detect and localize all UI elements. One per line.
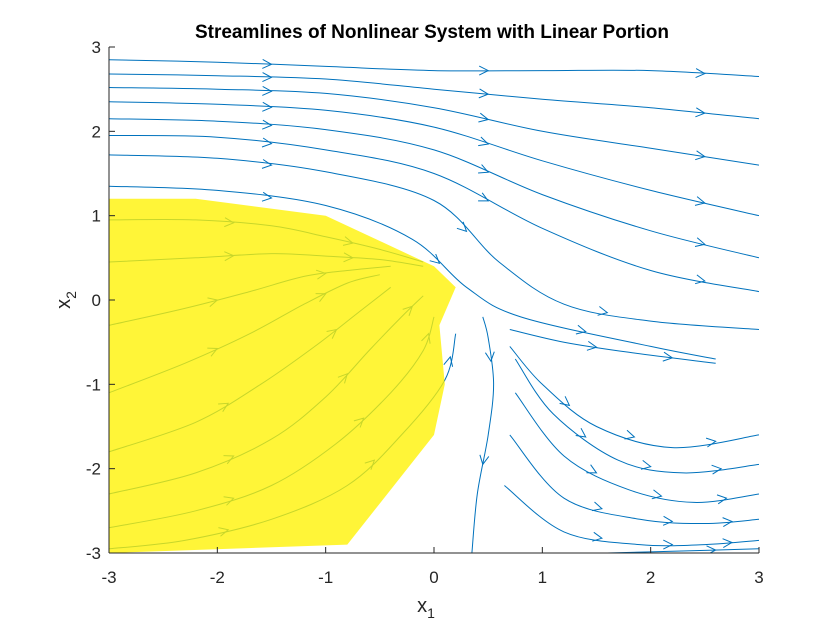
streamline-arrow [478, 164, 490, 174]
x-tick-label: 2 [646, 568, 655, 587]
streamline-arrow [478, 65, 490, 76]
streamline-arrow [575, 427, 587, 438]
streamline [509, 346, 759, 449]
streamline-arrow [262, 101, 273, 112]
streamline-arrow [586, 464, 598, 474]
y-ticks: -3 -2 -1 0 1 2 3 [86, 38, 115, 563]
streamline-arrow [695, 68, 706, 79]
axes: -3 -2 -1 0 1 2 3 -3 -2 -1 0 1 2 3 [86, 38, 764, 587]
streamline-arrow [262, 58, 273, 69]
streamline-arrow [716, 494, 728, 505]
y-tick-label: 0 [92, 291, 101, 310]
chart-title: Streamlines of Nonlinear System with Lin… [195, 22, 669, 43]
y-tick-label: -1 [86, 375, 101, 394]
streamline-arrow [711, 464, 723, 475]
streamline-arrow [478, 112, 490, 123]
streamline [504, 485, 759, 547]
streamline-arrow [261, 191, 273, 202]
streamline-arrow [722, 538, 734, 549]
streamline [509, 434, 759, 525]
streamline-arrow [706, 545, 717, 553]
streamline-arrow [429, 253, 441, 265]
streamline-arrow [597, 306, 609, 316]
streamline-arrow [705, 437, 717, 448]
streamline-arrow [694, 237, 706, 247]
streamline-arrow [262, 72, 273, 83]
streamline [109, 135, 759, 293]
streamline-arrow [663, 539, 674, 550]
x-tick-label: -2 [210, 568, 225, 587]
streamline-arrow [624, 429, 636, 440]
streamline-arrow [261, 159, 273, 169]
y-tick-label: 1 [92, 207, 101, 226]
streamline [109, 185, 716, 360]
plot-area [109, 58, 759, 553]
x-tick-label: 1 [538, 568, 547, 587]
y-tick-label: 3 [92, 38, 101, 57]
streamline-arrow [695, 107, 706, 118]
x-tick-label: -3 [101, 568, 116, 587]
x-tick-label: 0 [429, 568, 438, 587]
streamline-arrow [651, 489, 663, 500]
streamline-arrow [262, 119, 273, 130]
streamline-arrow [694, 196, 706, 206]
streamline-arrow [559, 396, 571, 407]
streamline [471, 316, 495, 553]
y-tick-label: -3 [86, 544, 101, 563]
x-tick-label: 3 [754, 568, 763, 587]
streamline-arrow [695, 150, 706, 161]
streamline-arrow [456, 221, 468, 233]
streamline [509, 329, 716, 364]
x-axis-label-sub: 1 [427, 605, 435, 621]
streamline-arrow [261, 137, 273, 148]
y-tick-label: 2 [92, 122, 101, 141]
streamline [109, 118, 759, 259]
streamline [109, 59, 759, 77]
streamline [109, 87, 759, 166]
streamline-arrow [484, 351, 495, 363]
streamline-arrow [478, 192, 490, 202]
x-axis-label-base: x [417, 595, 427, 617]
streamline-arrow [479, 454, 490, 466]
streamline-arrow [722, 517, 734, 528]
y-axis-label: x2 [53, 291, 79, 309]
streamline-arrow [662, 351, 674, 362]
y-axis-label-sub: 2 [63, 291, 79, 299]
streamline [514, 392, 759, 503]
streamline [514, 358, 759, 474]
streamline-arrow [575, 324, 587, 335]
streamline-arrow [694, 274, 706, 285]
x-axis-label: x1 [417, 595, 435, 621]
streamline-arrow [478, 136, 490, 147]
x-tick-label: -1 [318, 568, 333, 587]
x-ticks: -3 -2 -1 0 1 2 3 [101, 547, 764, 587]
streamline-arrow [640, 460, 652, 470]
y-tick-label: -2 [86, 460, 101, 479]
streamline-arrow [262, 85, 273, 96]
streamline-arrow [591, 501, 603, 512]
streamline-arrow [443, 355, 454, 367]
streamline [109, 101, 759, 217]
streamline-arrow [592, 531, 603, 542]
highlight-region [109, 198, 456, 553]
streamline-arrow [586, 340, 598, 351]
streamline-arrow [662, 515, 674, 526]
streamline-arrow [478, 88, 490, 99]
y-axis-label-base: x [53, 299, 75, 309]
streamline [109, 73, 759, 120]
streamline [109, 154, 759, 330]
